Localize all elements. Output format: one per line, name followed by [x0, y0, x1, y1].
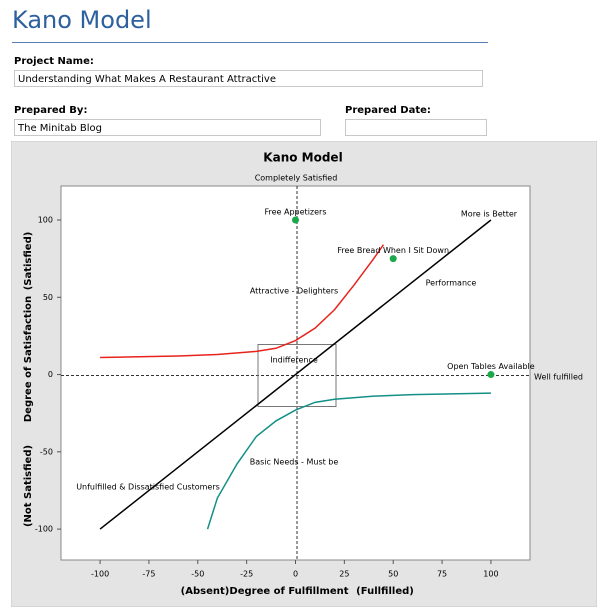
point-label: Open Tables Available	[447, 362, 535, 371]
chart: Kano Model -100 -75 -50 -25 0 25 50 75 100 -100 -50…	[11, 141, 597, 607]
y-axis-label: Degree of Satisfaction	[23, 296, 34, 422]
x-tick-label: 50	[388, 570, 398, 579]
x-tick-label: -50	[191, 570, 204, 579]
annotation: Completely Satisfied	[255, 174, 338, 183]
y-tick-label: -50	[40, 447, 53, 456]
point-label: Free Appetizers	[264, 208, 326, 217]
field-label: Project Name:	[14, 56, 94, 67]
text-field[interactable]: The Minitab Blog	[14, 119, 321, 136]
x-tick-label: -100	[91, 570, 109, 579]
x-tick-label: 100	[483, 570, 498, 579]
line-series	[100, 244, 385, 359]
page-title: Kano Model	[12, 6, 152, 34]
field-label: Prepared Date:	[345, 105, 431, 116]
y-tick-label: -100	[35, 525, 53, 534]
text-field[interactable]	[345, 119, 487, 136]
x-tick-label: 0	[293, 570, 298, 579]
y-tick-label: 100	[38, 216, 53, 225]
annotation: Well fulfilled	[534, 373, 583, 382]
x-axis-label: (Fullfilled)	[356, 586, 414, 597]
point-label: Free Bread When I Sit Down	[337, 246, 449, 255]
indifference-box	[257, 344, 337, 407]
title-rule	[12, 42, 488, 43]
x-axis-label: Degree of Fulfillment	[229, 586, 348, 597]
x-tick-label: 75	[437, 570, 447, 579]
line-series	[99, 219, 492, 530]
y-tick-label: 0	[48, 370, 53, 379]
field-label: Prepared By:	[14, 105, 88, 116]
x-tick-label: -75	[142, 570, 155, 579]
annotation: More is Better	[461, 210, 518, 219]
y-tick-label: 50	[43, 293, 53, 302]
line-series	[206, 392, 491, 530]
y-axis-label: (Satisfied)	[23, 232, 34, 291]
chart-title: Kano Model	[263, 151, 342, 165]
annotation: Unfulfilled & Dissatisfied Customers	[76, 483, 220, 492]
text-field[interactable]: Understanding What Makes A Restaurant At…	[14, 70, 483, 87]
x-tick-label: -25	[240, 570, 253, 579]
data-point	[487, 371, 495, 379]
annotation: Indifference	[270, 356, 318, 365]
y-axis-label: (Not Satisfied)	[23, 445, 34, 527]
data-point	[389, 255, 397, 263]
x-axis-label: (Absent)	[181, 586, 230, 597]
annotation: Basic Needs - Must be	[250, 458, 339, 467]
annotation: Attractive - Delighters	[250, 287, 338, 296]
annotation: Performance	[426, 279, 477, 288]
x-tick-label: 25	[339, 570, 349, 579]
data-point	[292, 216, 299, 224]
